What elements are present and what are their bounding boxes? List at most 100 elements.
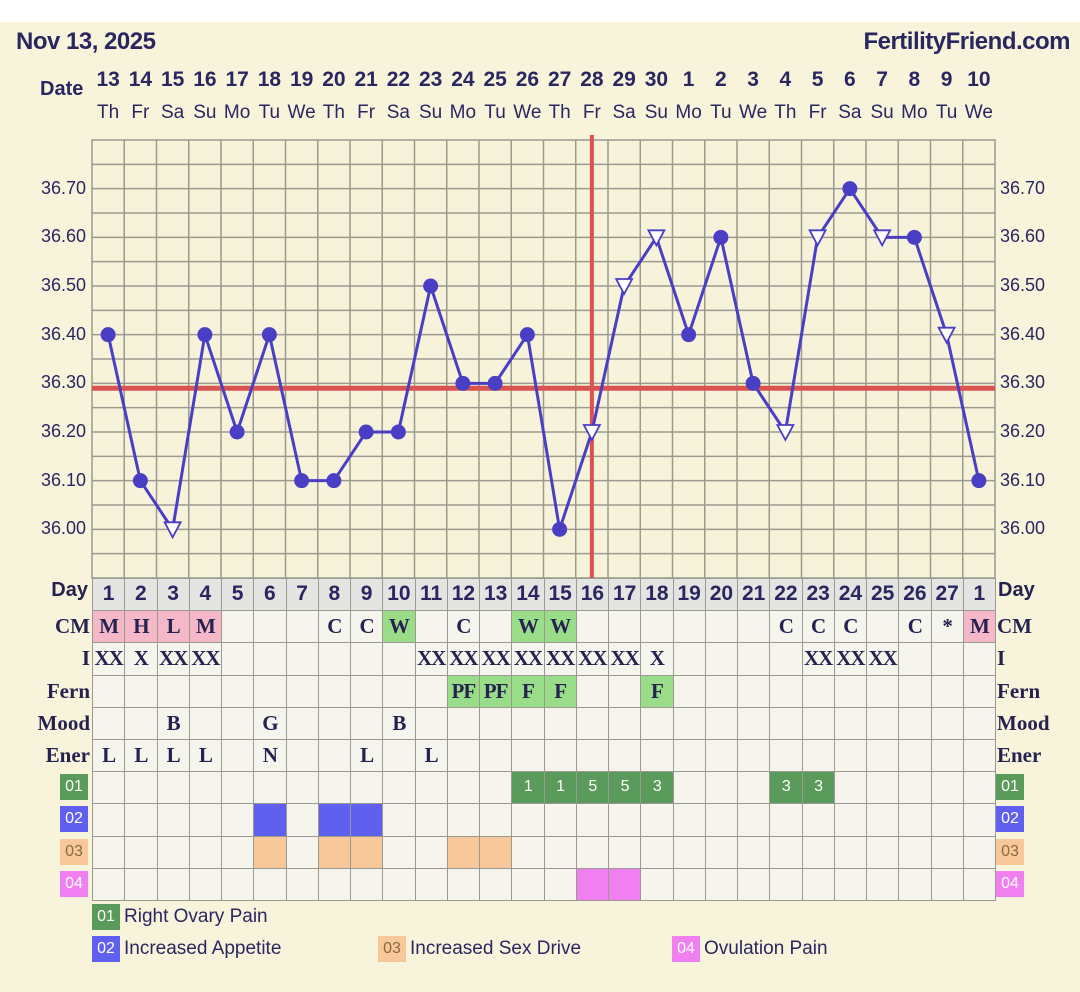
symptom-cell[interactable] [737,771,771,805]
observation-cell[interactable]: C [350,610,384,644]
observation-cell[interactable] [253,642,287,676]
symptom-cell[interactable] [640,867,674,901]
observation-cell[interactable] [253,610,287,644]
observation-cell[interactable] [382,739,416,773]
observation-cell[interactable] [479,610,513,644]
symptom-cell[interactable] [188,835,222,869]
observation-cell[interactable] [414,610,448,644]
observation-cell[interactable] [962,706,996,740]
observation-cell[interactable] [962,739,996,773]
observation-cell[interactable] [737,674,771,708]
observation-cell[interactable]: XX [575,642,609,676]
observation-cell[interactable]: F [543,674,577,708]
observation-cell[interactable]: X [640,642,674,676]
observation-cell[interactable] [414,706,448,740]
observation-cell[interactable] [769,642,803,676]
symptom-cell[interactable] [124,867,158,901]
symptom-cell[interactable] [285,867,319,901]
symptom-cell[interactable] [704,867,738,901]
observation-cell[interactable]: L [156,739,190,773]
symptom-cell[interactable] [92,771,126,805]
symptom-cell[interactable] [737,867,771,901]
symptom-cell[interactable] [92,803,126,837]
observation-cell[interactable] [221,739,255,773]
symptom-cell[interactable] [124,771,158,805]
observation-cell[interactable]: XX [92,642,126,676]
observation-cell[interactable] [608,706,642,740]
observation-cell[interactable]: L [188,739,222,773]
observation-cell[interactable]: XX [511,642,545,676]
observation-cell[interactable]: XX [156,642,190,676]
observation-cell[interactable]: L [156,610,190,644]
observation-cell[interactable]: B [382,706,416,740]
observation-cell[interactable] [446,706,480,740]
observation-cell[interactable] [769,706,803,740]
observation-cell[interactable] [640,610,674,644]
observation-cell[interactable] [737,706,771,740]
symptom-cell[interactable] [801,867,835,901]
symptom-cell[interactable] [221,867,255,901]
observation-cell[interactable] [737,642,771,676]
observation-cell[interactable] [704,739,738,773]
observation-cell[interactable] [382,674,416,708]
observation-cell[interactable]: C [898,610,932,644]
symptom-cell[interactable] [962,835,996,869]
observation-cell[interactable] [608,739,642,773]
observation-cell[interactable]: XX [801,642,835,676]
symptom-cell[interactable] [769,835,803,869]
observation-cell[interactable]: L [414,739,448,773]
observation-cell[interactable] [898,674,932,708]
observation-cell[interactable] [285,739,319,773]
observation-cell[interactable] [930,674,964,708]
observation-cell[interactable] [414,674,448,708]
observation-cell[interactable]: XX [188,642,222,676]
symptom-cell[interactable] [382,771,416,805]
symptom-cell[interactable] [866,867,900,901]
observation-cell[interactable] [317,642,351,676]
symptom-cell[interactable] [575,835,609,869]
symptom-cell[interactable] [350,867,384,901]
symptom-cell[interactable]: 5 [608,771,642,805]
symptom-cell[interactable] [414,867,448,901]
symptom-cell[interactable] [608,867,642,901]
symptom-cell[interactable] [188,867,222,901]
observation-cell[interactable]: C [833,610,867,644]
symptom-cell[interactable]: 5 [575,771,609,805]
symptom-cell[interactable] [769,867,803,901]
symptom-cell[interactable] [317,835,351,869]
observation-cell[interactable] [801,674,835,708]
symptom-cell[interactable] [801,835,835,869]
observation-cell[interactable]: PF [446,674,480,708]
symptom-cell[interactable]: 3 [769,771,803,805]
observation-cell[interactable] [608,674,642,708]
symptom-cell[interactable] [221,835,255,869]
symptom-cell[interactable] [930,867,964,901]
symptom-cell[interactable] [737,803,771,837]
observation-cell[interactable]: XX [866,642,900,676]
symptom-cell[interactable] [92,867,126,901]
symptom-cell[interactable] [317,867,351,901]
observation-cell[interactable]: M [92,610,126,644]
symptom-cell[interactable] [672,771,706,805]
observation-cell[interactable] [285,674,319,708]
symptom-cell[interactable] [446,835,480,869]
observation-cell[interactable] [221,674,255,708]
observation-cell[interactable] [92,706,126,740]
symptom-cell[interactable] [188,771,222,805]
symptom-cell[interactable] [640,835,674,869]
observation-cell[interactable]: C [769,610,803,644]
symptom-cell[interactable] [930,771,964,805]
observation-cell[interactable]: B [156,706,190,740]
observation-cell[interactable] [866,674,900,708]
symptom-cell[interactable] [479,867,513,901]
symptom-cell[interactable] [898,867,932,901]
symptom-cell[interactable] [253,835,287,869]
symptom-cell[interactable] [833,867,867,901]
observation-cell[interactable]: XX [543,642,577,676]
symptom-cell[interactable] [833,835,867,869]
observation-cell[interactable] [543,706,577,740]
observation-cell[interactable]: F [640,674,674,708]
observation-cell[interactable]: L [124,739,158,773]
observation-cell[interactable] [801,706,835,740]
symptom-cell[interactable] [575,803,609,837]
